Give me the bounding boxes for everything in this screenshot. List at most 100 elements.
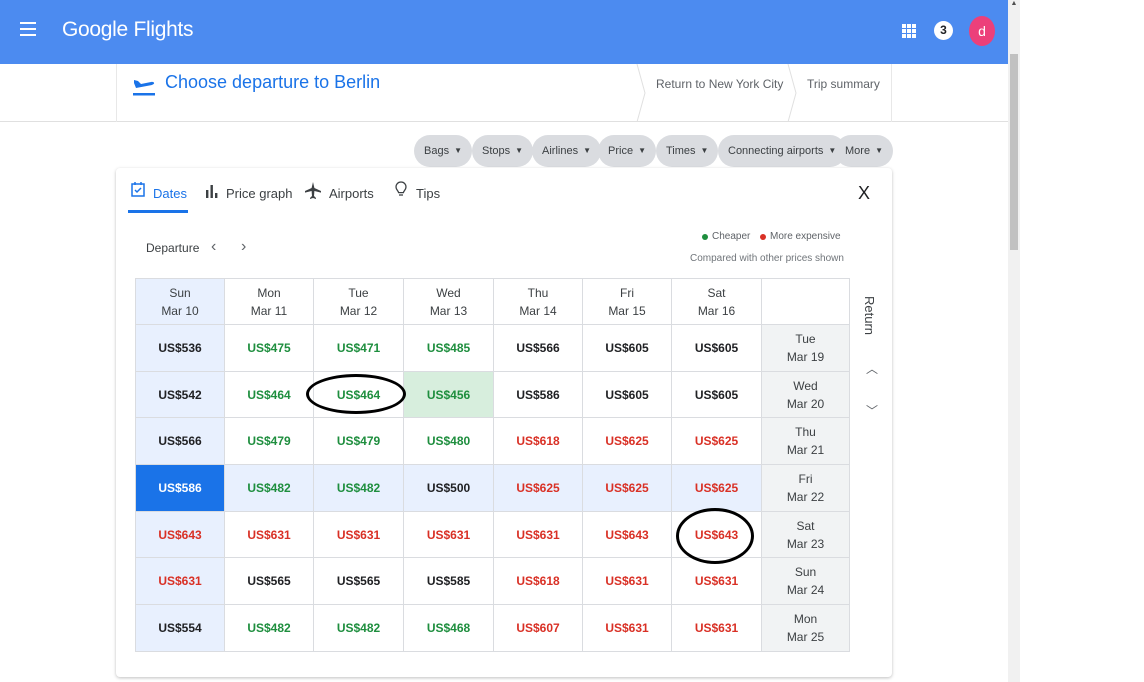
filter-more-button[interactable]: More ▼ [835,135,893,167]
price-cell[interactable]: US$565 [313,557,404,606]
price-cell[interactable]: US$625 [582,417,672,466]
tab-dates[interactable]: Dates [153,186,187,201]
chevron-left-icon[interactable]: ‹ [211,238,217,255]
price-cell[interactable]: US$631 [493,510,583,559]
avatar[interactable]: d [969,16,995,46]
scroll-up-arrow-icon[interactable]: ▲ [1010,0,1018,7]
tab-tips[interactable]: Tips [416,186,441,201]
close-button[interactable]: X [858,183,871,203]
price-cell[interactable]: US$605 [582,370,672,419]
price-cell[interactable]: US$643 [671,510,762,559]
price-cell[interactable]: US$471 [313,324,404,372]
price-cell[interactable]: US$482 [313,464,404,512]
notification-badge[interactable]: 3 [934,21,953,40]
filter-stops-button[interactable]: Stops ▼ [472,135,534,167]
filter-times-button[interactable]: Times ▼ [656,135,719,167]
price-cell[interactable]: US$500 [403,464,494,512]
tab-airports[interactable]: Airports [329,186,374,201]
caret-down-icon: ▼ [638,146,646,155]
return-day-label: Mon Mar 25 [761,604,850,652]
calendar-icon [131,182,145,197]
price-cell[interactable]: US$585 [403,557,494,606]
price-cell[interactable]: US$554 [135,604,225,652]
price-cell[interactable]: US$631 [671,604,762,652]
price-cell[interactable]: US$643 [135,510,225,559]
price-cell[interactable]: US$631 [224,510,314,559]
step-summary-link[interactable]: Trip summary [807,77,880,91]
grid-row: US$536 US$475 US$471 US$485 US$566 US$605 US$6… [135,324,850,372]
price-cell[interactable]: US$482 [224,464,314,512]
price-cell[interactable]: US$605 [671,324,762,372]
chevron-right-icon[interactable]: › [241,238,247,255]
price-cell[interactable]: US$586 [135,464,225,512]
price-cell[interactable]: US$468 [403,604,494,652]
filter-connecting-airports-button[interactable]: Connecting airports ▼ [718,135,847,167]
price-cell[interactable]: US$542 [135,370,225,419]
grid-row: US$631 US$565 US$565 US$585 US$618 US$631 US$6… [135,557,850,606]
price-cell[interactable]: US$586 [493,370,583,419]
page-scrollbar[interactable]: ▲ [1008,0,1020,682]
return-day-label: Sat Mar 23 [761,510,850,559]
grid-row: US$643 US$631 US$631 US$631 US$631 US$643 US$6… [135,510,850,559]
step-return-link[interactable]: Return to New York City [656,77,784,91]
price-cell[interactable]: US$643 [582,510,672,559]
price-cell[interactable]: US$605 [582,324,672,372]
price-cell[interactable]: US$631 [135,557,225,606]
price-cell[interactable]: US$536 [135,324,225,372]
price-cell[interactable]: US$631 [671,557,762,606]
filter-bags-button[interactable]: Bags ▼ [414,135,472,167]
filter-price-button[interactable]: Price ▼ [598,135,656,167]
price-cell[interactable]: US$480 [403,417,494,466]
price-cell[interactable]: US$485 [403,324,494,372]
price-cell[interactable]: US$631 [403,510,494,559]
price-cell[interactable]: US$631 [582,557,672,606]
booking-steps-bar [0,64,1008,122]
legend-note: Compared with other prices shown [690,253,844,264]
price-cell[interactable]: US$565 [224,557,314,606]
bar-chart-icon [206,185,218,198]
price-cell[interactable]: US$464 [313,370,404,419]
legend-cheaper: Cheaper [712,231,751,242]
chevron-up-icon[interactable]: ︿ [866,362,879,376]
scroll-thumb[interactable] [1010,54,1018,250]
cheaper-dot-icon [702,234,708,240]
price-cell[interactable]: US$566 [493,324,583,372]
departure-day-header: Fri Mar 15 [582,278,672,325]
grid-header-row: Sun Mar 10 Mon Mar 11 Tue Mar 12 Wed Mar 13 … [135,278,850,325]
price-cell[interactable]: US$475 [224,324,314,372]
apps-grid-icon[interactable] [902,24,916,38]
price-cell[interactable]: US$482 [313,604,404,652]
price-cell[interactable]: US$625 [582,464,672,512]
departure-label: Departure [146,241,200,255]
price-cell[interactable]: US$456 [403,370,494,419]
airplane-icon [305,182,321,199]
price-cell[interactable]: US$464 [224,370,314,419]
price-cell[interactable]: US$479 [224,417,314,466]
departure-day-header: Tue Mar 12 [313,278,404,325]
price-cell[interactable]: US$607 [493,604,583,652]
price-cell[interactable]: US$479 [313,417,404,466]
hamburger-menu-icon[interactable] [20,22,36,40]
step-separator-icon [787,64,797,122]
caret-down-icon: ▼ [583,146,591,155]
caret-down-icon: ▼ [700,146,709,155]
price-cell[interactable]: US$631 [582,604,672,652]
price-cell[interactable]: US$566 [135,417,225,466]
return-day-label: Wed Mar 20 [761,370,850,419]
price-cell[interactable]: US$625 [671,417,762,466]
price-grid: Sun Mar 10 Mon Mar 11 Tue Mar 12 Wed Mar 13 … [135,278,850,652]
app-title[interactable]: Google Flights [62,18,194,41]
price-cell[interactable]: US$618 [493,417,583,466]
price-cell[interactable]: US$631 [313,510,404,559]
filter-airlines-button[interactable]: Airlines ▼ [532,135,601,167]
price-cell[interactable]: US$605 [671,370,762,419]
tab-price-graph[interactable]: Price graph [226,186,293,201]
chevron-down-icon[interactable]: ﹀ [866,404,879,418]
price-cell[interactable]: US$618 [493,557,583,606]
return-axis-label: Return [862,296,877,336]
caret-down-icon: ▼ [454,146,462,155]
price-cell[interactable]: US$625 [671,464,762,512]
return-day-label: Tue Mar 19 [761,324,850,372]
price-cell[interactable]: US$482 [224,604,314,652]
price-cell[interactable]: US$625 [493,464,583,512]
